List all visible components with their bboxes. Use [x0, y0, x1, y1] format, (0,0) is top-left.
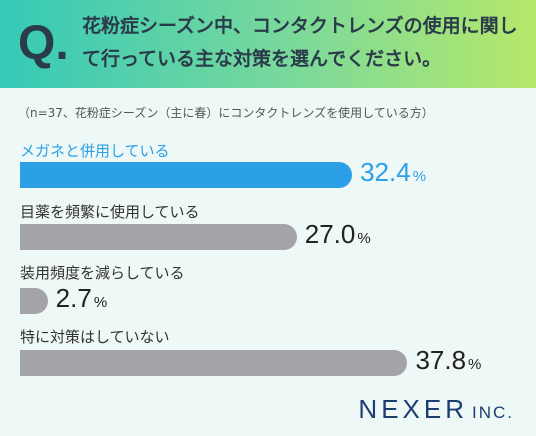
data-label-value: 32.4 [360, 157, 411, 187]
data-label-value: 37.8 [415, 345, 467, 375]
nexer-logo: NEXER INC. [358, 394, 514, 425]
bar [20, 224, 297, 250]
sample-note: （n=37、花粉症シーズン（主に春）にコンタクトレンズを使用している方） [18, 106, 434, 120]
data-label: 2.7% [56, 283, 108, 314]
category-label: メガネと併用している [20, 142, 170, 160]
category-label: 装用頻度を減らしている [20, 264, 185, 282]
data-label-unit: % [412, 168, 427, 185]
data-label-unit: % [93, 294, 108, 311]
question-header: Q. 花粉症シーズン中、コンタクトレンズの使用に関して行っている主な対策を選んで… [0, 0, 536, 88]
category-label: 特に対策はしていない [20, 328, 170, 346]
data-label-value: 27.0 [304, 219, 356, 249]
bar [20, 288, 48, 314]
logo-sub: INC. [472, 403, 514, 422]
bar [20, 162, 353, 188]
bar [20, 350, 408, 376]
question-text: 花粉症シーズン中、コンタクトレンズの使用に関して行っている主な対策を選んでくださ… [82, 15, 518, 70]
data-label-value: 2.7 [55, 283, 92, 313]
category-label: 目薬を頻繁に使用している [20, 203, 200, 221]
data-label-unit: % [357, 230, 371, 247]
data-label-unit: % [468, 356, 482, 373]
data-label: 37.8% [415, 345, 481, 376]
question-mark: Q. [18, 17, 69, 70]
data-label: 32.4% [360, 157, 426, 188]
logo-main: NEXER [358, 394, 468, 424]
data-label: 27.0% [305, 219, 371, 250]
